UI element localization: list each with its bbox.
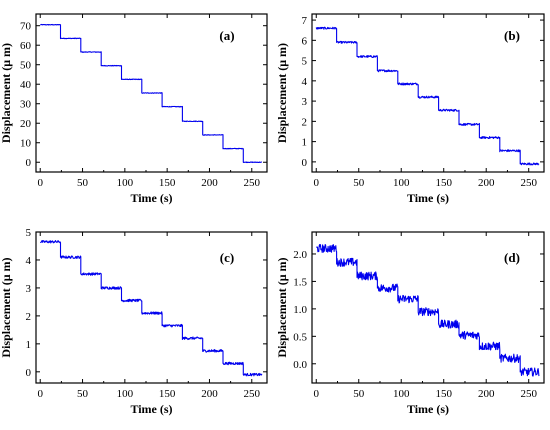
y-tick-label: 1 [302, 137, 308, 149]
y-tick-label: 10 [20, 138, 32, 150]
y-tick-label: 1 [26, 339, 32, 351]
x-tick-label: 250 [520, 388, 537, 400]
panel-label: (c) [220, 250, 234, 265]
x-tick-label: 50 [353, 177, 365, 189]
y-tick-label: 70 [20, 21, 32, 33]
y-tick-label: 30 [20, 99, 32, 111]
y-tick-label: 5 [302, 56, 308, 68]
x-tick-label: 100 [117, 388, 134, 400]
panel-label: (b) [504, 28, 520, 43]
chart-panel: 0 50 100 150 200 250 0 10 20 30 40 50 60 70 Time (s) Di… [0, 13, 268, 205]
series-line [315, 26, 540, 166]
x-tick-label: 200 [478, 177, 495, 189]
x-tick-label: 50 [77, 388, 89, 400]
plot-frame [311, 231, 545, 384]
x-tick-label: 150 [435, 177, 452, 189]
plot-frame [35, 231, 268, 384]
x-axis-label: Time (s) [130, 402, 172, 416]
y-tick-label: 2 [26, 311, 32, 323]
chart-panel: 0 50 100 150 200 250 0 1 2 3 4 5 Time (s) Displacemen… [0, 227, 268, 416]
y-axis-label: Displacement (μ m) [275, 43, 289, 143]
y-tick-label: 50 [20, 60, 32, 72]
x-tick-label: 250 [244, 177, 261, 189]
series-line [40, 240, 263, 377]
y-tick-label: 4 [302, 76, 308, 88]
x-tick-label: 250 [244, 388, 261, 400]
x-tick-label: 0 [37, 388, 43, 400]
y-axis-label: Displacement (μ m) [275, 257, 289, 357]
y-tick-label: 4 [26, 255, 32, 267]
series-line [316, 244, 540, 377]
series-line [39, 23, 263, 164]
chart-panel: 0 50 100 150 200 250 0 1 2 3 4 5 6 7 Time (s) Displacem… [275, 13, 545, 205]
x-tick-label: 250 [520, 177, 537, 189]
x-tick-label: 0 [313, 177, 319, 189]
y-tick-label: 0.0 [293, 359, 307, 371]
chart-panel: 0 50 100 150 200 250 0.0 0.5 1.0 1.5 2.0 Time (s) Di… [275, 231, 545, 416]
y-axis-label: Displacement (μ m) [0, 257, 13, 357]
y-tick-label: 0 [26, 367, 32, 379]
y-tick-label: 60 [20, 40, 32, 52]
y-tick-label: 0 [302, 157, 308, 169]
panel-label: (d) [504, 250, 520, 265]
x-tick-label: 50 [77, 177, 89, 189]
y-axis-label: Displacement (μ m) [0, 43, 13, 143]
y-tick-label: 3 [302, 96, 308, 108]
y-tick-label: 40 [20, 79, 32, 91]
x-axis-label: Time (s) [407, 191, 449, 205]
x-tick-label: 100 [117, 177, 134, 189]
x-tick-label: 200 [201, 388, 218, 400]
plot-frame [35, 13, 268, 173]
x-tick-label: 200 [478, 388, 495, 400]
x-tick-label: 150 [159, 388, 176, 400]
y-tick-label: 0 [26, 157, 32, 169]
panel-label: (a) [219, 28, 234, 43]
y-tick-label: 2.0 [293, 249, 307, 261]
x-tick-label: 50 [353, 388, 365, 400]
y-tick-label: 20 [20, 118, 32, 130]
x-axis-label: Time (s) [130, 191, 172, 205]
y-tick-label: 1.0 [293, 304, 307, 316]
x-tick-label: 0 [37, 177, 43, 189]
x-tick-label: 150 [159, 177, 176, 189]
x-tick-label: 0 [313, 388, 319, 400]
x-tick-label: 200 [201, 177, 218, 189]
x-tick-label: 100 [393, 177, 410, 189]
y-tick-label: 6 [302, 35, 308, 47]
y-tick-label: 5 [26, 227, 32, 239]
x-tick-label: 100 [393, 388, 410, 400]
y-tick-label: 0.5 [293, 331, 307, 343]
y-tick-label: 2 [302, 116, 308, 128]
x-axis-label: Time (s) [407, 402, 449, 416]
y-tick-label: 1.5 [293, 276, 307, 288]
x-tick-label: 150 [435, 388, 452, 400]
plot-frame [311, 13, 545, 173]
y-tick-label: 3 [26, 283, 32, 295]
y-tick-label: 7 [302, 15, 308, 27]
